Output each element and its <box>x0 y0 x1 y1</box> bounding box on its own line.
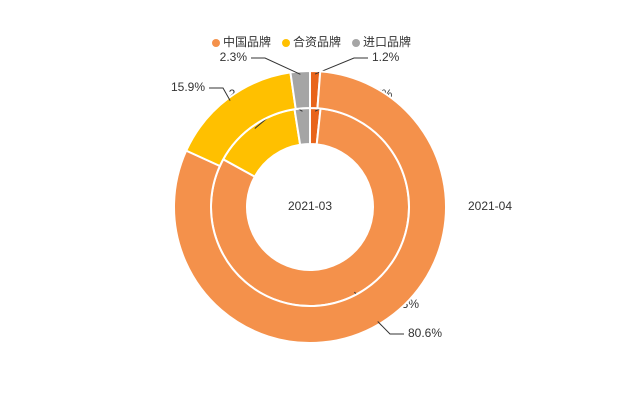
legend-swatch <box>352 39 361 47</box>
series-label: 2021-03 <box>288 199 332 213</box>
legend-label: 合资品牌 <box>293 34 341 49</box>
data-label: 1.2% <box>372 50 400 64</box>
data-label: 15.9% <box>171 80 205 94</box>
leader-line <box>377 321 404 335</box>
legend-label: 进口品牌 <box>363 35 411 49</box>
data-label: 80.6% <box>408 326 442 340</box>
donut-slice <box>289 69 311 111</box>
data-label: 2.3% <box>220 50 248 64</box>
legend-swatch <box>282 39 291 47</box>
series-label: 2021-04 <box>468 199 512 213</box>
legend-label: 中国品牌 <box>223 34 271 49</box>
donut-slice <box>173 70 447 344</box>
leader-line <box>209 87 231 101</box>
leader-line <box>251 57 301 75</box>
legend-swatch <box>212 39 220 47</box>
leader-line <box>314 57 368 75</box>
